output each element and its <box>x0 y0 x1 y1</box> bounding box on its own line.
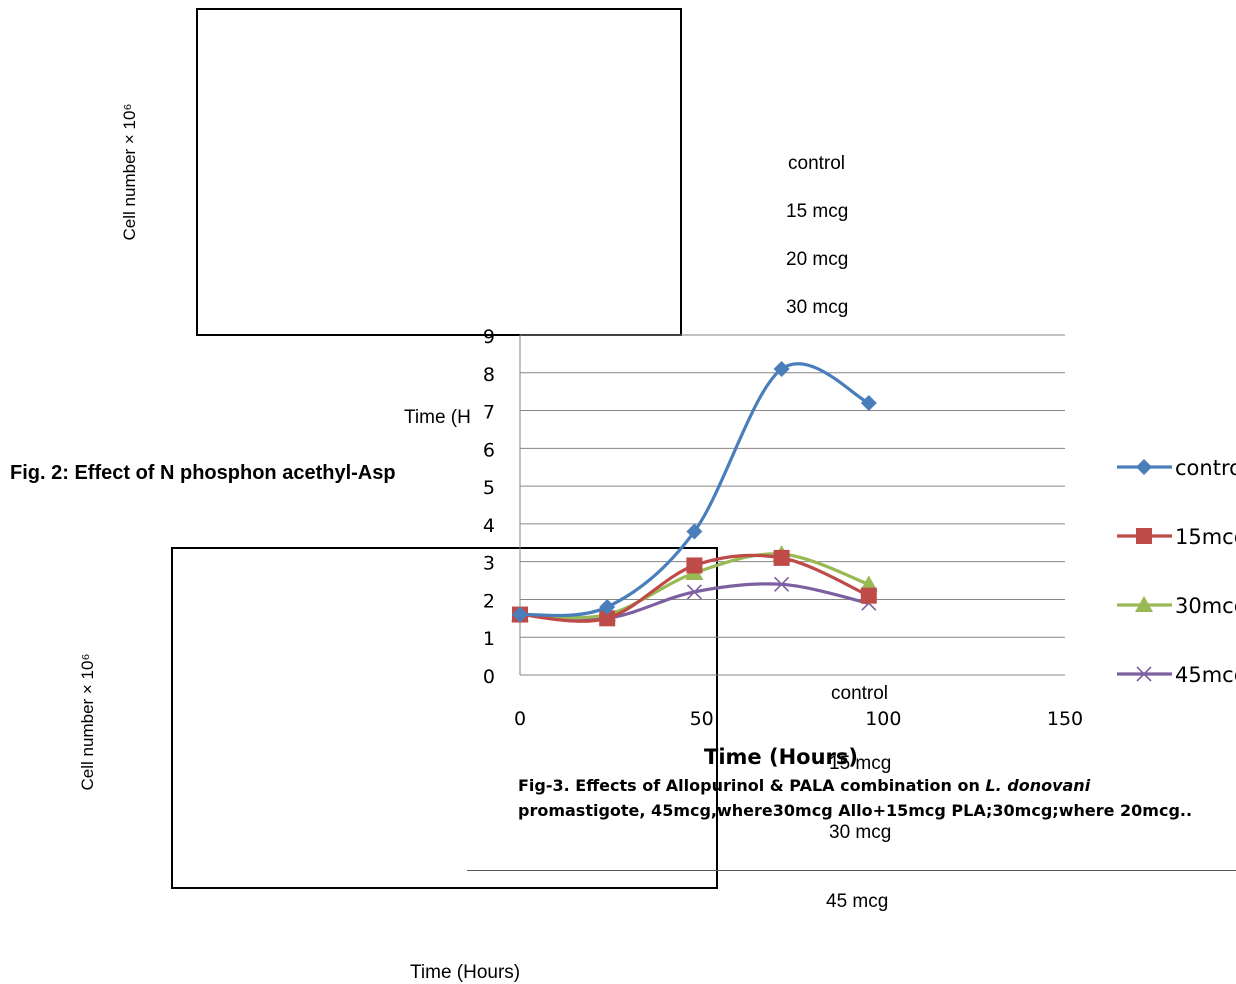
lower-legend-item-3: 45 mcg <box>826 891 889 912</box>
fig3-caption-line-1: Fig-3. Effects of Allopurinol & PALA com… <box>518 773 1090 798</box>
legend-marker-control <box>1136 459 1152 475</box>
fig2-title: Fig. 2: Effect of N phosphon acethyl-Asp <box>10 462 396 484</box>
y-tick-label-3: 3 <box>483 553 495 575</box>
lower-plot-frame <box>171 547 718 889</box>
y-tick-label-5: 5 <box>483 477 495 499</box>
lower-legend-item-2: 30 mcg <box>829 822 892 843</box>
data-point-control-4 <box>860 395 877 411</box>
x-tick-label-0: 0 <box>514 708 526 730</box>
x-tick-label-1: 50 <box>690 708 714 730</box>
lower-legend-item-0: control <box>831 683 889 704</box>
legend-label-30mcg: 30mcg <box>1175 594 1236 618</box>
y-tick-label-7: 7 <box>483 402 495 424</box>
fig3-caption-prefix: Fig-3. Effects of Allopurinol & PALA com… <box>518 776 986 795</box>
x-axis-title: Time (Hours) <box>704 745 858 769</box>
x-tick-label-2: 100 <box>865 708 901 730</box>
data-point-45mcg-2 <box>686 584 702 600</box>
lower-legend-item-1: 15 mcg <box>829 753 892 774</box>
legend-label-45mcg: 45mcg <box>1175 663 1236 687</box>
y-tick-label-0: 0 <box>483 666 495 688</box>
x-tick-label-3: 150 <box>1047 708 1083 730</box>
y-tick-label-9: 9 <box>483 326 495 348</box>
data-point-control-3 <box>773 361 790 377</box>
data-point-control-0 <box>512 606 528 623</box>
lower-divider <box>467 870 1236 871</box>
y-tick-label-2: 2 <box>483 590 495 612</box>
legend-label-control: control <box>1175 456 1236 480</box>
lower-x-axis-label: Time (Hours) <box>410 962 521 983</box>
y-tick-label-1: 1 <box>483 628 495 650</box>
data-point-15mcg-4 <box>860 587 877 604</box>
data-point-15mcg-3 <box>773 549 790 566</box>
fig2-legend-item-0: control <box>788 153 846 174</box>
y-tick-label-8: 8 <box>483 364 495 386</box>
data-point-15mcg-2 <box>686 557 703 574</box>
y-tick-label-4: 4 <box>483 515 495 537</box>
legend-label-15mcg: 15mcg <box>1175 525 1236 549</box>
fig3-caption-species: L. donovani <box>985 776 1091 795</box>
data-point-control-2 <box>686 523 703 540</box>
fig2-legend-item-2: 20 mcg <box>786 249 849 270</box>
data-point-45mcg-3 <box>774 576 790 592</box>
data-point-control-1 <box>599 599 616 615</box>
legend-marker-15mcg <box>1136 528 1152 544</box>
fig2-plot-frame <box>196 8 682 336</box>
fig2-legend-item-3: 30 mcg <box>786 297 849 318</box>
y-tick-label-6: 6 <box>483 439 495 461</box>
data-point-30mcg-4 <box>859 575 878 592</box>
data-point-15mcg-1 <box>599 610 616 627</box>
fig2-x-axis-label: Time (H <box>404 407 471 428</box>
fig3-caption-line-2: promastigote, 45mcg,where30mcg Allo+15mc… <box>518 801 1193 820</box>
legend-marker-30mcg <box>1135 596 1153 612</box>
legend-marker-45mcg <box>1136 666 1152 682</box>
fig2-legend-item-1: 15 mcg <box>786 201 849 222</box>
series-line-control <box>519 362 870 618</box>
